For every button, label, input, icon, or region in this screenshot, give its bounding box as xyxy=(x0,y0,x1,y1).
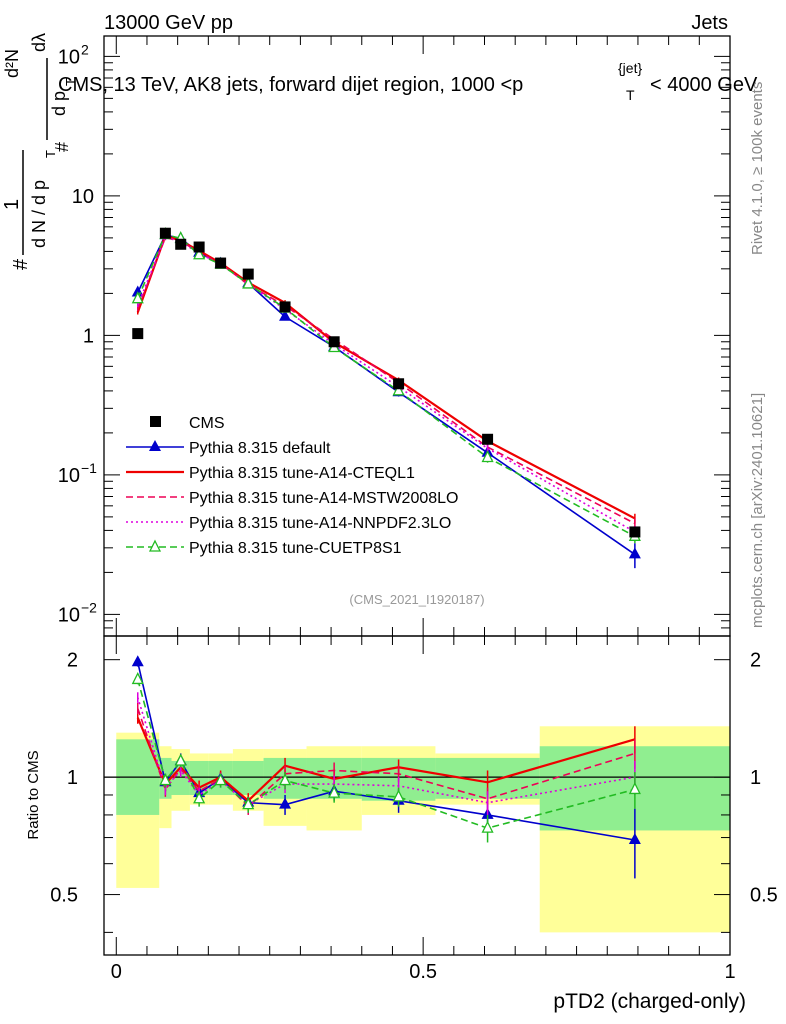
ratio-panel: 0.5 0.5 1 1 2 2 0 0.5 1 xyxy=(50,635,778,983)
series-point-top-cuetp8s1-3 xyxy=(193,247,206,260)
series-point-top-default-6 xyxy=(279,309,292,321)
series-point-ratio-cuetp8s1-8 xyxy=(392,789,405,802)
ylabel-part-8: dλ xyxy=(29,33,49,52)
legend-label-cuetp8s1: Pythia 8.315 tune-CUETP8S1 xyxy=(189,540,402,557)
ylabel-part-0: # xyxy=(10,258,32,270)
cms-point-4 xyxy=(215,257,227,269)
ylabel-part-2: d N / d p xyxy=(29,180,49,248)
top-yaxis-label: # 1 d N / d p T # d p T d²N dλ xyxy=(1,33,78,270)
series-point-top-default-0 xyxy=(131,285,144,297)
ylabel-part-5: d p xyxy=(49,91,69,116)
title-tail: < 4000 GeV xyxy=(650,74,758,96)
series-point-ratio-cuetp8s1-3 xyxy=(193,791,206,804)
ylabel-part-6: T xyxy=(63,78,78,86)
ratio-ytick-label-right-0: 0.5 xyxy=(750,885,778,907)
top-ytick-exp-4: 2 xyxy=(81,41,89,57)
ratio-ytick-label-right-2: 2 xyxy=(750,650,761,672)
top-ytick-label-3: 10 xyxy=(72,186,94,208)
top-ytick-label-1: 10 xyxy=(58,465,80,487)
header-right: Jets xyxy=(691,12,728,34)
series-point-ratio-cuetp8s1-1 xyxy=(159,773,172,786)
legend-label-default: Pythia 8.315 default xyxy=(189,440,331,457)
xtick-label-0: 0 xyxy=(111,961,122,983)
series-point-ratio-cuetp8s1-9 xyxy=(481,820,494,833)
ylabel-part-7: d²N xyxy=(2,49,22,78)
x-axis-label: pTD2 (charged-only) xyxy=(553,990,746,1013)
series-point-top-cuetp8s1-8 xyxy=(392,383,405,396)
series-point-ratio-cuetp8s1-6 xyxy=(278,773,292,786)
header-left: 13000 GeV pp xyxy=(104,12,233,34)
xtick-label-1: 0.5 xyxy=(409,961,437,983)
side-text-bottom: mcplots.cern.ch [arXiv:2401.10621] xyxy=(749,393,766,628)
ylabel-part-1: 1 xyxy=(1,199,23,210)
band-inner-5 xyxy=(232,760,264,795)
series-point-ratio-cuetp8s1-2 xyxy=(174,753,187,766)
title-main: CMS, 13 TeV, AK8 jets, forward dijet reg… xyxy=(58,74,523,96)
legend: CMS Pythia 8.315 default Pythia 8.315 tune… xyxy=(126,415,458,557)
series-point-top-cuetp8s1-9 xyxy=(481,450,494,463)
series-point-ratio-cuetp8s1-0 xyxy=(131,671,144,685)
legend-cms-marker xyxy=(150,416,161,427)
series-point-ratio-default-10 xyxy=(628,832,641,844)
cms-point-5 xyxy=(242,268,254,280)
series-point-ratio-default-6 xyxy=(279,797,292,809)
cms-point-3 xyxy=(193,241,205,253)
series-point-ratio-cuetp8s1-4 xyxy=(214,773,227,786)
series-point-ratio-cuetp8s1-7 xyxy=(328,785,341,798)
ratio-ylabel: Ratio to CMS xyxy=(25,750,42,839)
series-line-top-mstw xyxy=(137,236,636,525)
ratio-ytick-label-left-1: 1 xyxy=(67,767,78,789)
series-point-ratio-default-0 xyxy=(131,655,144,667)
ylabel-part-3: T xyxy=(43,150,58,158)
legend-label-cteql1: Pythia 8.315 tune-A14-CTEQL1 xyxy=(189,465,415,482)
top-ytick-label-2: 1 xyxy=(83,325,94,347)
cms-point-8 xyxy=(393,378,405,390)
ratio-ytick-label-left-2: 2 xyxy=(67,650,78,672)
legend-cms-label: CMS xyxy=(189,415,225,432)
plot-title: CMS, 13 TeV, AK8 jets, forward dijet reg… xyxy=(58,60,758,103)
cms-point-9 xyxy=(482,433,494,445)
series-point-ratio-cuetp8s1-5 xyxy=(242,797,255,810)
ratio-frame xyxy=(103,635,731,956)
series-point-top-default-10 xyxy=(628,547,641,559)
series-point-top-cuetp8s1-0 xyxy=(131,291,144,304)
top-ytick-exp-0: −2 xyxy=(81,599,97,615)
ratio-ytick-label-right-1: 1 xyxy=(750,767,761,789)
top-ytick-label-4: 10 xyxy=(58,46,80,68)
top-ytick-exp-1: −1 xyxy=(81,460,97,476)
ylabel-part-4: # xyxy=(52,142,72,152)
title-sub: T xyxy=(626,87,635,103)
side-text-top: Rivet 4.1.0, ≥ 100k events xyxy=(749,82,766,255)
legend-label-mstw: Pythia 8.315 tune-A14-MSTW2008LO xyxy=(189,490,458,507)
title-sup: {jet} xyxy=(618,60,642,76)
cms-point-0 xyxy=(132,328,144,340)
cms-point-2 xyxy=(175,238,187,250)
legend-marker-default xyxy=(149,440,161,451)
ratio-ytick-label-left-0: 0.5 xyxy=(50,885,78,907)
cms-point-7 xyxy=(328,336,340,348)
legend-label-nnpdf: Pythia 8.315 tune-A14-NNPDF2.3LO xyxy=(189,515,451,532)
top-ytick-label-0: 10 xyxy=(58,604,80,626)
analysis-label: (CMS_2021_I1920187) xyxy=(349,592,484,607)
xtick-label-2: 1 xyxy=(724,961,735,983)
series-point-top-cuetp8s1-5 xyxy=(242,276,255,289)
cms-point-6 xyxy=(279,301,291,313)
cms-point-10 xyxy=(629,526,641,538)
cms-point-1 xyxy=(159,227,171,239)
legend-marker-cuetp8s1 xyxy=(148,539,162,552)
series-point-ratio-cuetp8s1-10 xyxy=(628,781,641,795)
